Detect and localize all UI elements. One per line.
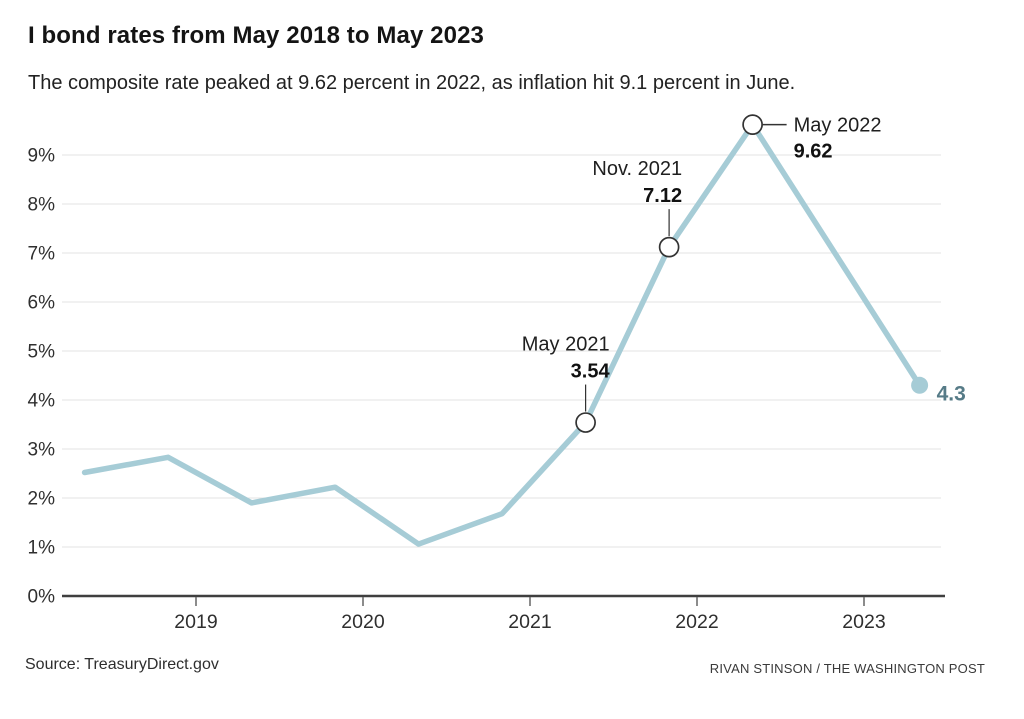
annotation-value-label: 3.54 <box>571 361 611 383</box>
byline-credit: RIVAN STINSON / THE WASHINGTON POST <box>709 661 985 676</box>
annotation-date-label: Nov. 2021 <box>592 158 682 180</box>
annotation-date-label: May 2021 <box>522 334 610 356</box>
end-value-label: 4.3 <box>937 382 966 405</box>
y-axis-tick-label: 6% <box>28 293 56 314</box>
y-axis-tick-label: 7% <box>28 244 56 265</box>
open-circle-marker <box>658 236 680 258</box>
rate-line <box>81 121 923 547</box>
y-axis-tick-label: 9% <box>28 146 56 167</box>
y-axis-tick-label: 5% <box>28 342 56 363</box>
x-axis-tick-label: 2019 <box>174 611 217 633</box>
y-axis-tick-label: 1% <box>28 538 56 559</box>
y-axis-tick-label: 2% <box>28 489 56 510</box>
annotation-value-label: 9.62 <box>794 141 833 163</box>
source-note: Source: TreasuryDirect.gov <box>25 656 219 673</box>
x-axis-tick-label: 2022 <box>675 611 718 633</box>
y-axis-tick-label: 8% <box>28 195 56 216</box>
x-axis-tick-label: 2020 <box>341 611 385 633</box>
x-axis-tick-label: 2023 <box>842 611 885 633</box>
end-point-dot <box>911 376 929 394</box>
annotation-value-label: 7.12 <box>643 185 682 207</box>
x-axis-tick-label: 2021 <box>508 611 551 633</box>
page-title: I bond rates from May 2018 to May 2023 <box>28 22 484 49</box>
chart-subtitle: The composite rate peaked at 9.62 percen… <box>28 72 796 94</box>
annotation-date-label: May 2022 <box>794 115 882 137</box>
y-axis-tick-label: 4% <box>28 391 56 412</box>
open-circle-marker <box>742 114 763 135</box>
y-axis-tick-label: 3% <box>28 440 56 461</box>
y-axis-tick-label: 0% <box>28 587 56 608</box>
open-circle-marker <box>575 412 596 433</box>
